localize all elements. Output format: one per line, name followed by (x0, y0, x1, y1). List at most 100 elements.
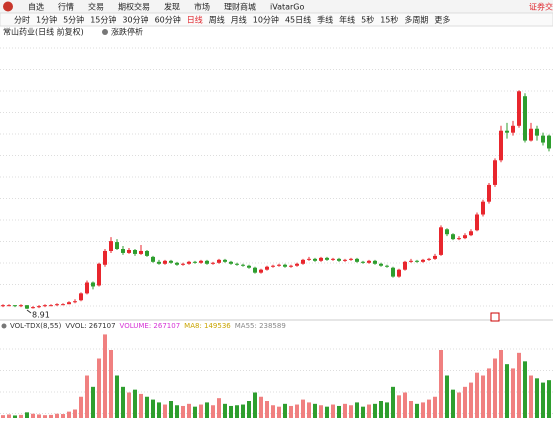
volume-bar (451, 389, 455, 418)
candle-body (247, 265, 251, 268)
volume-bar (49, 414, 53, 418)
period-tab[interactable]: 15秒 (380, 15, 398, 25)
candle-body (307, 258, 311, 260)
volume-bar (235, 405, 239, 418)
candle-body (427, 258, 431, 260)
candle-body (91, 282, 95, 287)
candle-body (253, 267, 257, 273)
volume-bar (19, 414, 23, 418)
volume-bar (55, 413, 59, 418)
candle-body (415, 260, 419, 262)
menu-item[interactable]: 交易 (88, 2, 104, 12)
candle-body (445, 229, 449, 235)
volume-bar (337, 405, 341, 418)
volume-bar (127, 392, 131, 418)
candle-body (55, 304, 59, 306)
candle-body (1, 305, 5, 307)
candle-body (487, 184, 491, 202)
period-tab[interactable]: 分时 (14, 15, 30, 25)
volume-bar (13, 415, 17, 418)
volume-bar (295, 404, 299, 418)
candle-body (199, 260, 203, 263)
candle-body (283, 264, 287, 267)
volume-bar (247, 401, 251, 418)
period-tab[interactable]: 季线 (317, 15, 333, 25)
menu-item[interactable]: 行情 (58, 2, 74, 12)
volume-bar (61, 414, 65, 418)
candle-body (301, 259, 305, 264)
event-icon[interactable] (490, 312, 500, 322)
candle-body (7, 305, 11, 307)
period-tab[interactable]: 5分钟 (63, 15, 84, 25)
period-tab[interactable]: 60分钟 (155, 15, 181, 25)
period-tab[interactable]: 45日线 (285, 15, 311, 25)
candle-body (403, 261, 407, 270)
candle-body (103, 250, 107, 265)
period-tab[interactable]: 5秒 (361, 15, 374, 25)
period-tab[interactable]: 年线 (339, 15, 355, 25)
period-tab[interactable]: 1分钟 (36, 15, 57, 25)
menu-item[interactable]: iVatarGo (270, 3, 305, 12)
candle-body (499, 130, 503, 161)
logo (3, 1, 13, 12)
candle-body (349, 258, 353, 260)
volume-bar (415, 403, 419, 418)
candle-body (475, 214, 479, 231)
volume-bar (157, 402, 161, 418)
period-tab[interactable]: 30分钟 (122, 15, 148, 25)
candle-body (151, 256, 155, 262)
volume-bar (535, 378, 539, 418)
period-tab[interactable]: 15分钟 (90, 15, 116, 25)
volume-bar (253, 392, 257, 418)
volume-bar (307, 402, 311, 418)
candle-body (385, 265, 389, 267)
volume-bar (175, 405, 179, 418)
candle-body (127, 249, 131, 253)
candle-body (121, 249, 125, 253)
candle-body (211, 262, 215, 264)
volume-bar (145, 396, 149, 418)
candle-body (397, 269, 401, 277)
period-tab[interactable]: 10分钟 (253, 15, 279, 25)
volume-bar (409, 401, 413, 418)
menu-item[interactable]: 理财商城 (224, 2, 256, 12)
volume-bar (283, 403, 287, 418)
period-tab[interactable]: 多周期 (404, 15, 428, 25)
volume-bar (139, 393, 143, 418)
period-tab[interactable]: 周线 (209, 15, 225, 25)
volume-legend: MA8: 149536 (184, 322, 231, 330)
menu-item[interactable]: 自选 (28, 2, 44, 12)
candle-body (517, 91, 521, 126)
candle-body (37, 306, 41, 308)
candle-body (163, 260, 167, 264)
volume-bar (367, 404, 371, 418)
menu-item[interactable]: 期权交易 (118, 2, 150, 12)
chart-subtitle[interactable]: 涨跌停析 (111, 27, 143, 37)
candle-body (439, 227, 443, 255)
candle-body (259, 269, 263, 273)
candle-body (85, 282, 89, 294)
period-tab[interactable]: 日线 (187, 15, 203, 25)
candle-body (421, 259, 425, 262)
volume-bar (343, 403, 347, 418)
candle-body (511, 125, 515, 133)
volume-bar (385, 402, 389, 418)
candle-body (319, 257, 323, 261)
menu-item[interactable]: 市场 (194, 2, 210, 12)
volume-bar (217, 398, 221, 418)
period-tab[interactable]: 月线 (231, 15, 247, 25)
menu-item[interactable]: 发现 (164, 2, 180, 12)
candle-body (391, 267, 395, 277)
volume-bar (151, 399, 155, 418)
menu-right[interactable]: 证券交易 (529, 2, 553, 12)
candle-body (529, 128, 533, 141)
candle-body (457, 238, 461, 240)
volume-bar (421, 402, 425, 418)
volume-legend: VOLUME: 267107 (120, 322, 181, 330)
volume-icon (1, 323, 7, 329)
menu-bar (0, 0, 553, 13)
candle-body (451, 234, 455, 240)
period-tab[interactable]: 更多 (434, 15, 450, 25)
candle-body (355, 258, 359, 262)
candle-body (13, 305, 17, 307)
